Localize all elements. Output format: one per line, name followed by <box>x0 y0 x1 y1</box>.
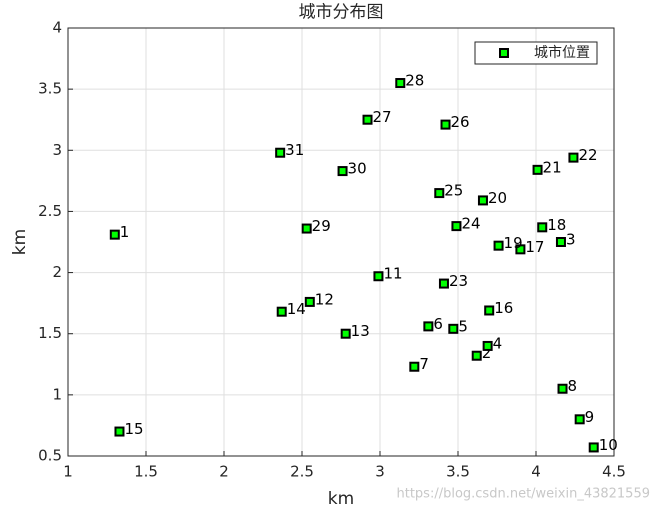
point <box>373 271 384 282</box>
point-label: 8 <box>568 377 578 395</box>
point-label: 12 <box>315 290 334 308</box>
point-label: 27 <box>373 108 392 126</box>
point <box>471 350 482 361</box>
point <box>493 240 504 251</box>
point <box>438 278 449 289</box>
marks: 1234567891011121314151617181920212223242… <box>109 72 618 454</box>
legend-label: 城市位置 <box>534 44 590 61</box>
point-label: 9 <box>585 408 595 426</box>
x-tick-label: 1 <box>63 463 73 481</box>
point-label: 11 <box>383 265 402 283</box>
point-label: 18 <box>547 216 566 234</box>
point <box>301 223 312 234</box>
legend-box <box>474 41 598 65</box>
point-label: 19 <box>504 234 523 252</box>
x-tick-label: 3 <box>375 463 385 481</box>
point <box>574 414 585 425</box>
point <box>440 119 451 130</box>
y-tick-label: 1.5 <box>38 324 62 342</box>
point <box>555 237 566 247</box>
point <box>434 188 445 199</box>
point <box>477 195 488 206</box>
x-axis-label: km <box>328 489 354 509</box>
point-label: 10 <box>599 436 618 454</box>
point <box>423 321 434 332</box>
point-label: 29 <box>312 217 331 235</box>
point-label: 16 <box>494 299 513 317</box>
x-tick-label: 1.5 <box>134 463 158 481</box>
point <box>276 306 287 317</box>
point <box>275 147 286 158</box>
legend-marker <box>499 48 509 58</box>
point-label: 26 <box>451 113 470 131</box>
point <box>340 328 351 339</box>
point-label: 6 <box>433 315 443 333</box>
x-tick-label: 2.5 <box>290 463 314 481</box>
point-label: 1 <box>120 223 130 241</box>
point <box>588 442 599 453</box>
point-label: 15 <box>124 420 143 438</box>
x-tick-label: 3.5 <box>446 463 470 481</box>
point-label: 17 <box>525 238 544 256</box>
point <box>409 361 420 372</box>
y-tick-label: 2.5 <box>38 202 62 220</box>
point-label: 7 <box>419 355 429 373</box>
point-label: 4 <box>493 334 503 352</box>
point <box>304 296 315 307</box>
plot-area <box>68 28 614 456</box>
x-tick-label: 2 <box>219 463 229 481</box>
point-label: 28 <box>405 72 424 90</box>
y-tick-label: 1 <box>52 385 62 403</box>
point <box>114 426 125 437</box>
point <box>515 244 526 255</box>
point-label: 20 <box>488 189 507 207</box>
point <box>568 152 579 163</box>
y-tick-label: 4 <box>52 19 62 37</box>
watermark: https://blog.csdn.net/weixin_43821559 <box>396 487 650 502</box>
point <box>482 340 493 351</box>
y-tick-label: 3.5 <box>38 80 62 98</box>
point <box>537 222 548 233</box>
point <box>337 166 348 177</box>
point <box>109 229 120 240</box>
point <box>448 323 459 334</box>
point <box>484 305 495 316</box>
point <box>451 221 462 232</box>
point <box>557 383 568 394</box>
point-label: 13 <box>351 322 370 340</box>
point-label: 5 <box>458 317 468 335</box>
y-axis-label: km <box>10 229 30 255</box>
point-label: 22 <box>578 146 597 164</box>
point-label: 30 <box>348 160 367 178</box>
y-tick-label: 0.5 <box>38 447 62 465</box>
point-label: 23 <box>449 272 468 290</box>
point-label: 31 <box>285 141 304 159</box>
point-label: 21 <box>543 158 562 176</box>
legend: 城市位置 <box>474 41 598 65</box>
point-label: 2 <box>482 344 492 362</box>
chart-title: 城市分布图 <box>299 3 384 23</box>
point-label: 24 <box>461 215 480 233</box>
point-label: 14 <box>287 300 306 318</box>
point <box>362 114 373 125</box>
point-label: 3 <box>566 231 576 249</box>
x-tick-label: 4.5 <box>602 463 626 481</box>
point <box>532 164 543 175</box>
y-tick-label: 2 <box>52 263 62 281</box>
point-label: 25 <box>444 182 463 200</box>
axes-box <box>67 27 615 457</box>
y-tick-label: 3 <box>52 141 62 159</box>
point <box>395 78 406 89</box>
x-tick-label: 4 <box>531 463 541 481</box>
